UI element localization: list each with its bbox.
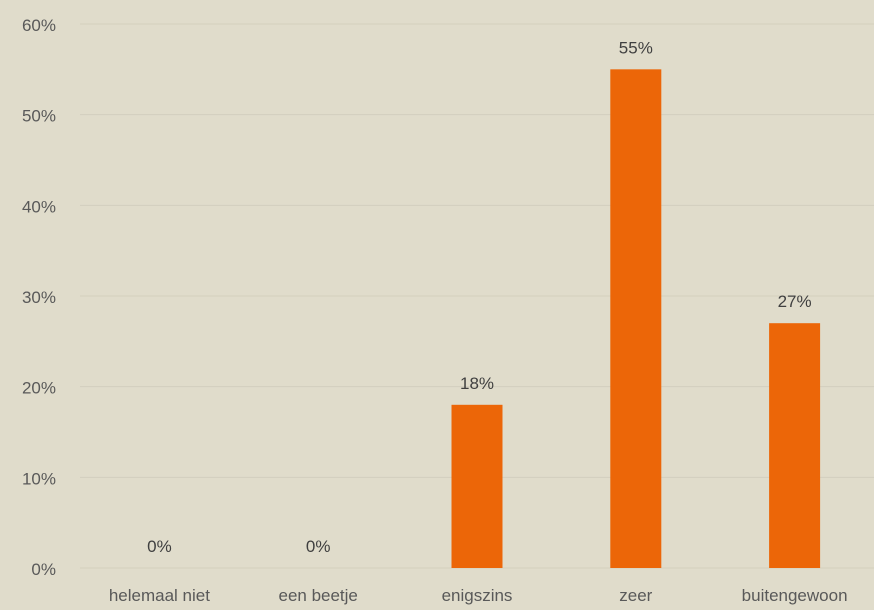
bar (610, 69, 662, 568)
x-axis-tick-labels: helemaal niet een beetje enigszins zeer buit… (109, 586, 848, 605)
y-tick-label: 60% (22, 16, 56, 35)
data-labels: 0% 0% 18% 55% 27% (147, 38, 812, 556)
data-label: 0% (306, 537, 331, 556)
y-tick-label: 10% (22, 469, 56, 488)
bar (451, 404, 503, 568)
x-tick-label: helemaal niet (109, 586, 210, 605)
y-axis-tick-labels: 0% 10% 20% 30% 40% 50% 60% (22, 16, 56, 579)
y-tick-label: 20% (22, 379, 56, 398)
y-tick-label: 30% (22, 288, 56, 307)
data-label: 18% (460, 374, 494, 393)
bar (769, 323, 821, 568)
x-tick-label: buitengewoon (742, 586, 848, 605)
gridlines (80, 23, 874, 569)
data-label: 55% (619, 38, 653, 57)
bars (451, 69, 821, 568)
data-label: 0% (147, 537, 172, 556)
y-tick-label: 40% (22, 197, 56, 216)
x-tick-label: zeer (619, 586, 652, 605)
x-tick-label: een beetje (278, 586, 357, 605)
y-tick-label: 50% (22, 107, 56, 126)
data-label: 27% (778, 292, 812, 311)
x-tick-label: enigszins (442, 586, 513, 605)
y-tick-label: 0% (31, 560, 56, 579)
